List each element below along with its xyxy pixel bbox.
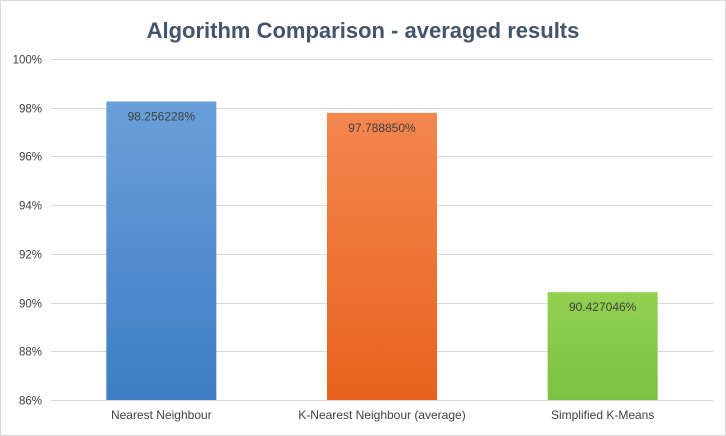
data-labels: 98.256228% 97.788850% 90.427046% xyxy=(128,109,637,314)
bar-1 xyxy=(106,101,217,401)
bars xyxy=(106,101,658,401)
y-tick-label: 92% xyxy=(19,250,42,262)
y-tick-label: 90% xyxy=(19,299,42,311)
y-tick-label: 94% xyxy=(19,201,42,213)
data-label: 98.256228% xyxy=(128,109,196,123)
category-label: K-Nearest Neighbour (average) xyxy=(298,408,465,422)
bar-3 xyxy=(547,292,658,400)
y-tick-label: 98% xyxy=(19,104,42,116)
bar-2 xyxy=(327,112,437,400)
category-label: Nearest Neighbour xyxy=(111,408,212,422)
category-label: Simplified K-Means xyxy=(551,408,654,422)
chart-title: Algorithm Comparison - averaged results xyxy=(147,18,580,43)
y-axis-ticks: 86% 88% 90% 92% 94% 96% 98% 100% xyxy=(13,55,42,408)
y-tick-label: 96% xyxy=(19,152,42,164)
y-tick-label: 86% xyxy=(19,396,42,408)
data-label: 97.788850% xyxy=(348,121,416,135)
y-tick-label: 88% xyxy=(19,347,42,359)
y-tick-label: 100% xyxy=(13,55,42,67)
x-axis-categories: Nearest Neighbour K-Nearest Neighbour (av… xyxy=(111,408,654,422)
data-label: 90.427046% xyxy=(569,300,637,314)
